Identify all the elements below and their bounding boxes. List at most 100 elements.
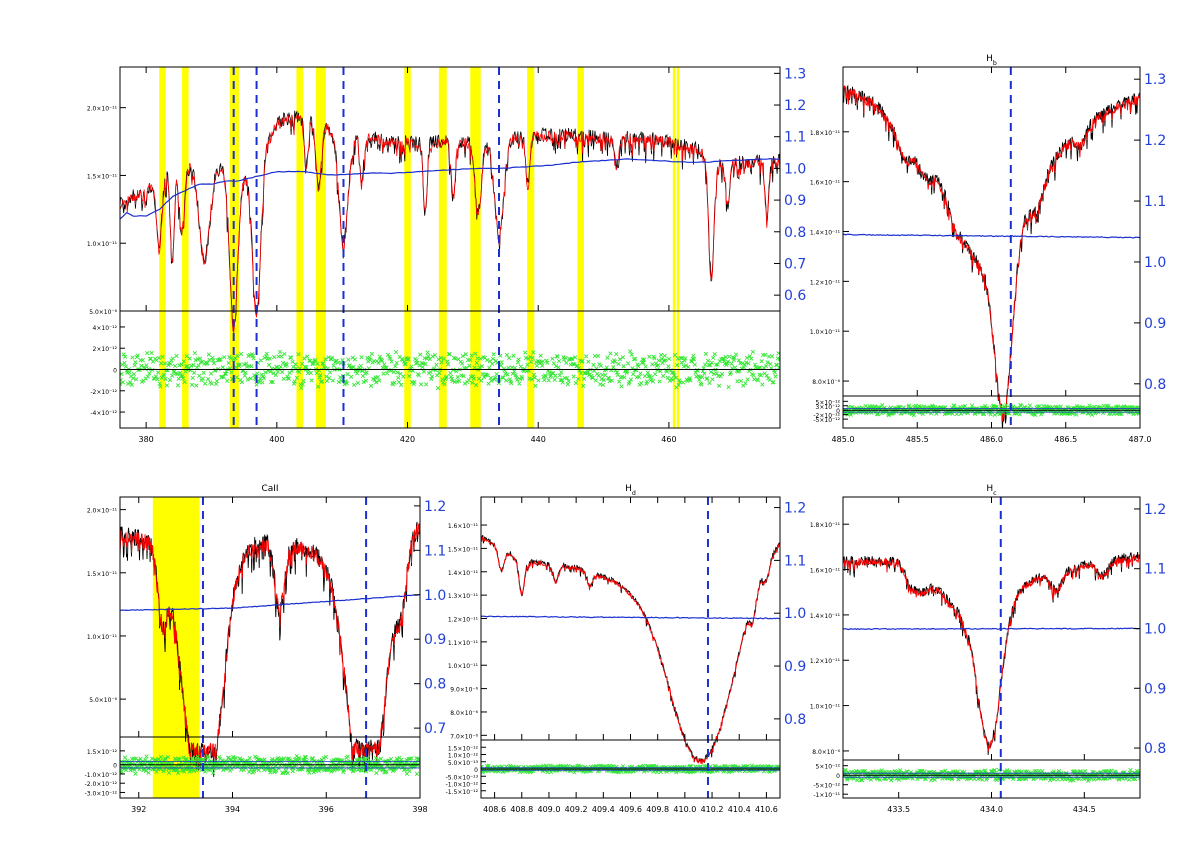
residual-point	[133, 360, 138, 365]
residual-point	[952, 404, 957, 409]
residual-point	[703, 351, 708, 356]
residual-point	[409, 756, 414, 761]
residual-point	[123, 354, 128, 359]
residual-point	[744, 355, 750, 360]
residual-point	[702, 362, 708, 367]
residual-tick-label: -4×10⁻¹²	[90, 410, 117, 417]
residual-point	[163, 376, 168, 381]
residual-point	[442, 382, 447, 387]
residual-point	[1127, 777, 1132, 782]
residual-tick-label: 5×10⁻¹²	[816, 399, 841, 406]
x-tick-label: 408.6	[483, 805, 506, 814]
residual-point	[273, 372, 278, 378]
residual-tick-label: 1.0×10⁻¹²	[448, 753, 479, 760]
residual-tick-label: -2×10⁻¹²	[813, 413, 840, 420]
residual-point	[675, 362, 680, 368]
residual-point	[511, 353, 516, 358]
residual-point	[193, 357, 198, 363]
residual-point	[920, 768, 925, 773]
residual-point	[313, 357, 318, 362]
residual-point	[364, 370, 369, 375]
residual-point	[336, 379, 341, 385]
residual-point	[531, 372, 537, 377]
residual-point	[161, 768, 166, 774]
panel-caii: 392 394 396 398 5.0×10⁻⁶ 1.0×10⁻¹¹ 1.5×10⁻¹¹ 2.…	[85, 484, 447, 814]
residual-point	[1018, 403, 1024, 408]
residual-point	[196, 363, 201, 368]
residual-point	[424, 382, 429, 387]
y2-tick-label: 0.7	[424, 721, 446, 737]
residual-point	[1074, 404, 1080, 409]
residual-point	[135, 353, 140, 358]
residual-point	[366, 359, 371, 364]
residual-point	[656, 358, 661, 363]
residual-point	[248, 376, 253, 381]
mask-region-9	[577, 67, 584, 428]
residual-point	[726, 384, 731, 390]
residual-point	[716, 383, 722, 388]
residual-point	[889, 778, 894, 783]
residual-point	[729, 361, 734, 366]
residual-point	[299, 385, 304, 391]
residual-point	[578, 371, 584, 376]
residual-point	[345, 754, 350, 759]
residual-point	[396, 765, 402, 770]
residual-point	[566, 378, 571, 384]
residual-point	[540, 363, 545, 368]
residual-point	[859, 778, 865, 783]
residual-point	[363, 769, 369, 774]
residual-point	[242, 373, 247, 378]
residual-point	[661, 373, 666, 379]
residual-point	[723, 355, 728, 360]
residual-point	[702, 371, 707, 376]
residual-point	[132, 363, 137, 368]
residual-point	[252, 769, 257, 774]
residual-point	[532, 375, 537, 380]
y-tick-label: 1.3×10⁻¹¹	[448, 593, 479, 600]
residual-point	[565, 382, 570, 387]
residual-point	[184, 354, 189, 359]
residual-point	[207, 357, 212, 363]
residual-point	[225, 378, 230, 383]
observed-spectrum-line	[843, 552, 1140, 755]
residual-point	[460, 353, 465, 359]
residual-point	[474, 360, 479, 365]
residual-point	[473, 382, 479, 388]
residual-point	[557, 373, 562, 378]
residual-point	[272, 355, 277, 360]
x-tick-label: 380	[138, 435, 153, 444]
residual-point	[1070, 777, 1075, 782]
residual-point	[260, 380, 265, 385]
residual-point	[203, 381, 208, 386]
residual-point	[667, 356, 672, 361]
residual-point	[550, 356, 555, 361]
residual-point	[705, 376, 710, 381]
residual-point	[517, 381, 522, 386]
residual-point	[763, 352, 768, 357]
y2-tick-label: 0.8	[784, 225, 806, 241]
residual-point	[1083, 768, 1088, 774]
residual-point	[600, 382, 606, 388]
residual-point	[763, 364, 769, 369]
residual-point	[629, 352, 634, 357]
residual-point	[676, 382, 681, 388]
residual-point	[161, 372, 167, 377]
residual-point	[570, 362, 576, 367]
residual-point	[139, 363, 144, 368]
residual-point	[214, 381, 219, 387]
residual-point	[331, 363, 336, 368]
residual-point	[267, 356, 272, 361]
residual-point	[593, 378, 598, 383]
residual-point	[642, 373, 648, 379]
residual-point	[290, 769, 295, 774]
residual-point	[514, 375, 519, 380]
residual-point	[174, 353, 179, 359]
residual-point	[231, 754, 236, 759]
residual-point	[215, 760, 220, 765]
residual-point	[1136, 411, 1140, 416]
residual-tick-label: -1×10⁻¹¹	[813, 792, 840, 799]
residual-point	[888, 405, 893, 410]
panel-title: Hb	[986, 54, 997, 67]
residual-point	[681, 364, 686, 369]
